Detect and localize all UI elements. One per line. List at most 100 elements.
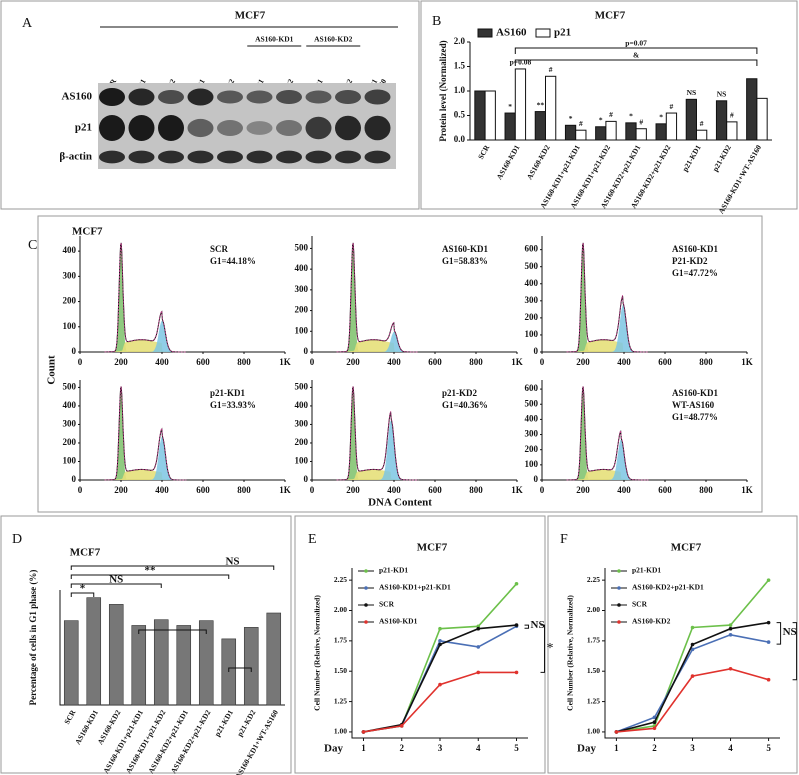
- point: [690, 625, 695, 630]
- plot-label: AS160-KD1: [672, 244, 719, 254]
- bar: [696, 129, 708, 141]
- bracket: [540, 624, 546, 673]
- plot-label: SCR: [210, 244, 229, 254]
- bar: [534, 111, 546, 141]
- s-phase: [336, 339, 419, 352]
- x-axis-label: Day: [577, 743, 596, 755]
- plot-label: G1=58.83%: [442, 256, 488, 266]
- blot-band: [276, 89, 302, 105]
- legend-label: SCR: [379, 600, 395, 609]
- significance-mark: *: [599, 115, 603, 124]
- row-label: AS160: [61, 91, 92, 103]
- axis: [79, 380, 285, 481]
- legend-label: p21-KD1: [632, 566, 661, 575]
- y-axis-label: Cell Number (Relative, Normalized): [313, 595, 322, 711]
- model-fit: [336, 242, 419, 353]
- s-phase: [566, 339, 649, 352]
- bracket: [514, 47, 758, 54]
- x-tick-label: 0: [78, 485, 83, 495]
- y-tick-label: 100: [63, 456, 77, 466]
- model-fit: [336, 386, 419, 481]
- plot-label: AS160-KD1: [672, 388, 719, 398]
- histogram-outline: [336, 386, 419, 481]
- y-tick-label: 200: [525, 444, 539, 454]
- bracket: [776, 622, 782, 645]
- g1-peak: [336, 387, 419, 480]
- bar: [665, 112, 678, 141]
- bar: [243, 627, 259, 706]
- blot-band: [217, 150, 243, 164]
- plot-label: p21-KD2: [442, 388, 478, 398]
- panel-label: E: [308, 532, 317, 547]
- x-tick-label: 0: [310, 485, 315, 495]
- y-tick-label: 500: [295, 381, 309, 391]
- x-tick-label: 200: [576, 357, 590, 367]
- panel-label: C: [28, 238, 37, 253]
- blot-band: [158, 150, 184, 164]
- bar: [474, 90, 486, 141]
- x-tick-label: AS160-KD1+p21-KD2: [124, 708, 168, 775]
- bar: [514, 68, 527, 141]
- bar: [484, 90, 496, 141]
- bar: [575, 129, 587, 141]
- blot-band: [276, 120, 302, 136]
- row-label: p21: [75, 122, 92, 134]
- panel-frame: [294, 515, 546, 774]
- x-tick-label: 600: [658, 357, 672, 367]
- point: [728, 623, 733, 627]
- significance-mark: *: [569, 114, 573, 123]
- blot-band: [99, 88, 125, 106]
- x-tick-label: AS160-KD1: [495, 143, 522, 181]
- x-tick-label: AS160-KD2: [525, 143, 552, 181]
- annotation: NS: [225, 556, 239, 568]
- x-tick-label: 400: [617, 357, 631, 367]
- panel-frame: [37, 215, 763, 513]
- row-label: β-actin: [59, 151, 92, 163]
- blot-band: [246, 150, 273, 164]
- blot-band: [305, 150, 332, 164]
- x-tick-label: 400: [387, 485, 401, 495]
- plot-label: G1=48.77%: [672, 412, 718, 422]
- point: [766, 677, 771, 682]
- x-tick-label: AS160-KD1+WT-AS160: [233, 708, 280, 775]
- y-tick-label: 0: [72, 474, 77, 484]
- y-tick-label: 0: [534, 474, 539, 484]
- model-fit: [104, 242, 187, 353]
- axis: [311, 380, 517, 481]
- y-tick-label: 1.00: [587, 727, 600, 736]
- y-tick-label: 400: [63, 400, 77, 410]
- blot-band: [187, 88, 214, 106]
- y-tick-label: 0: [72, 346, 77, 356]
- significance-mark: #: [700, 119, 704, 128]
- y-tick-label: 200: [525, 312, 539, 322]
- plot-label: p21-KD1: [210, 388, 246, 398]
- legend-label: AS160-KD1: [379, 617, 418, 626]
- bar: [605, 120, 617, 141]
- y-tick-label: 1.5: [454, 61, 466, 71]
- panel-frame: [420, 0, 798, 210]
- x-tick-label: 400: [155, 357, 169, 367]
- panel-label: A: [22, 16, 33, 31]
- group-label: AS160-KD1: [255, 35, 294, 44]
- bar: [131, 625, 147, 706]
- bar: [685, 98, 697, 141]
- y-tick-label: 300: [63, 270, 77, 280]
- y-tick-label: 400: [295, 263, 309, 273]
- point: [438, 682, 442, 687]
- y-tick-label: 200: [63, 296, 77, 306]
- plot-label: WT-AS160: [672, 400, 715, 410]
- blot-band: [364, 150, 391, 164]
- y-tick-label: 0.5: [454, 110, 466, 120]
- legend-marker: [617, 620, 621, 624]
- x-tick-label: 1: [361, 743, 366, 753]
- y-tick-label: 1.50: [587, 666, 600, 675]
- point: [438, 639, 442, 643]
- significance-mark: NS: [717, 90, 727, 99]
- axis: [351, 568, 528, 739]
- plot-label: G1=44.18%: [210, 256, 256, 266]
- chart-title: MCF7: [70, 547, 101, 559]
- y-tick-label: 2.0: [454, 36, 466, 46]
- bar: [635, 128, 647, 141]
- blot-band: [246, 90, 273, 104]
